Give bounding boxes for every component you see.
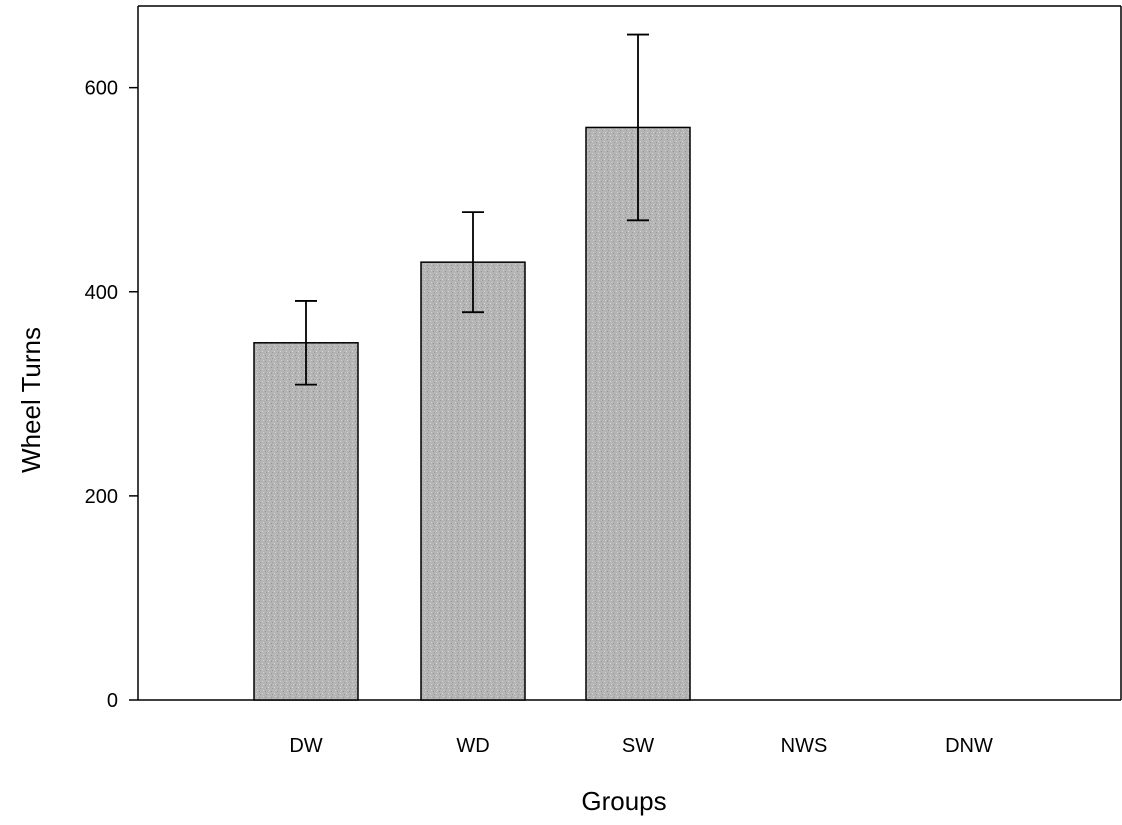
bar-dw <box>253 342 359 701</box>
y-axis-title: Wheel Turns <box>16 327 46 473</box>
x-tick-label: WD <box>456 735 489 757</box>
error-bars <box>295 33 649 386</box>
x-tick-label: NWS <box>781 735 828 757</box>
bar-sw <box>585 126 691 701</box>
bars <box>253 126 691 701</box>
x-tick-label: DW <box>289 735 322 757</box>
y-tick-label: 400 <box>85 282 118 304</box>
y-axis: 0 200 400 600 <box>85 6 139 712</box>
plot-frame <box>138 5 1122 700</box>
bar-wd <box>420 261 526 701</box>
y-tick-label: 200 <box>85 486 118 508</box>
y-tick-label: 0 <box>107 690 118 712</box>
x-axis: DW WD SW NWS DNW <box>138 699 1121 757</box>
x-tick-label: DNW <box>945 735 993 757</box>
x-tick-label: SW <box>622 735 654 757</box>
error-bar-sw <box>627 33 649 222</box>
y-tick-label: 600 <box>85 78 118 100</box>
error-bar-wd <box>462 211 484 314</box>
error-bar-dw <box>295 300 317 386</box>
x-axis-title: Groups <box>581 786 666 816</box>
